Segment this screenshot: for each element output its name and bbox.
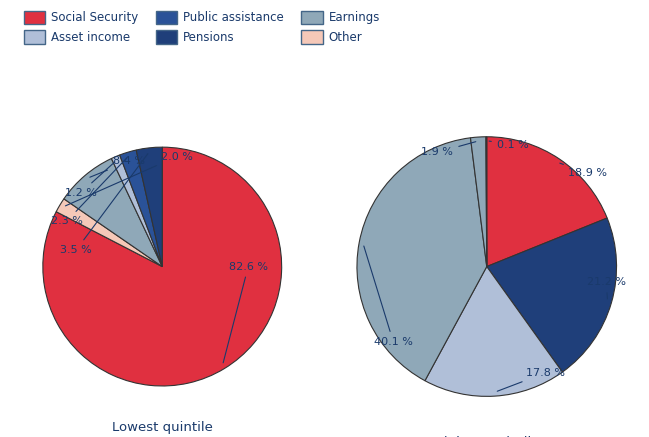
Text: 21.2 %: 21.2 % (587, 277, 626, 299)
Wedge shape (487, 218, 617, 372)
Text: 40.1 %: 40.1 % (364, 246, 413, 347)
Wedge shape (119, 150, 162, 267)
Text: 8.4 %: 8.4 % (90, 156, 145, 177)
Wedge shape (425, 267, 563, 396)
Text: 3.5 %: 3.5 % (60, 154, 148, 255)
Text: 2.0 %: 2.0 % (66, 152, 193, 206)
Legend: Social Security, Asset income, Public assistance, Pensions, Earnings, Other: Social Security, Asset income, Public as… (19, 6, 385, 49)
Wedge shape (43, 147, 282, 386)
Text: 2.3 %: 2.3 % (51, 158, 127, 226)
Text: 0.1 %: 0.1 % (489, 139, 528, 149)
Text: 18.9 %: 18.9 % (560, 163, 607, 178)
Wedge shape (64, 159, 162, 267)
Wedge shape (471, 137, 487, 267)
Title: Lowest quintile: Lowest quintile (112, 421, 213, 434)
Text: 1.9 %: 1.9 % (421, 142, 476, 157)
Wedge shape (486, 137, 487, 267)
Wedge shape (136, 147, 162, 267)
Text: 1.2 %: 1.2 % (65, 162, 115, 198)
Text: 17.8 %: 17.8 % (497, 368, 565, 391)
Wedge shape (357, 138, 487, 381)
Wedge shape (487, 137, 607, 267)
Wedge shape (56, 199, 162, 267)
Text: 82.6 %: 82.6 % (223, 262, 268, 363)
Wedge shape (112, 155, 162, 267)
